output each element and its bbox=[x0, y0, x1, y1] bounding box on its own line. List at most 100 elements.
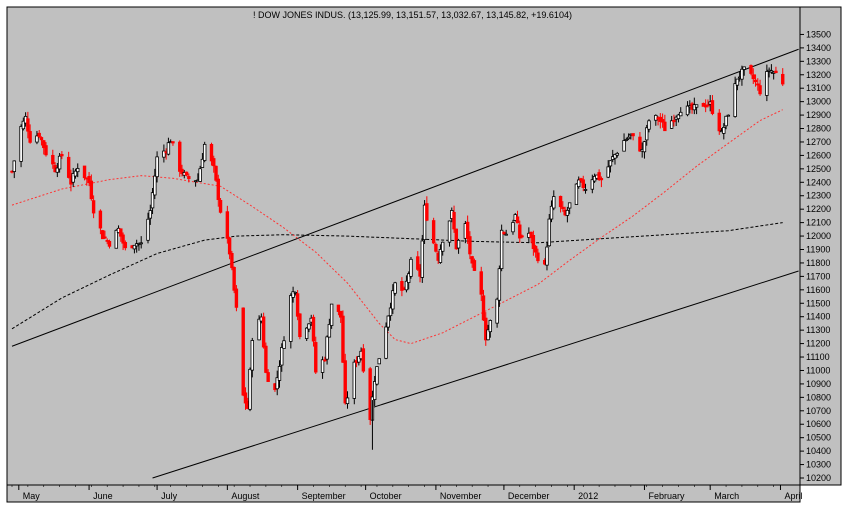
price-bar-body bbox=[325, 336, 329, 360]
price-bar bbox=[529, 231, 533, 244]
price-bar-body bbox=[202, 143, 207, 161]
x-tick-label: December bbox=[508, 491, 550, 501]
price-bar-body bbox=[121, 234, 125, 244]
price-bar bbox=[486, 324, 490, 341]
price-bar-body bbox=[552, 196, 556, 209]
price-bar-body bbox=[148, 210, 152, 219]
trendline-lower bbox=[152, 270, 799, 479]
price-bar-body bbox=[434, 243, 438, 252]
price-bar bbox=[345, 391, 350, 409]
price-bar bbox=[377, 358, 381, 365]
price-bar-body bbox=[518, 224, 522, 239]
price-bar bbox=[531, 230, 536, 256]
price-bar bbox=[230, 250, 234, 271]
price-bar-body bbox=[35, 135, 39, 143]
price-bar-body bbox=[71, 173, 75, 183]
price-bar bbox=[742, 66, 746, 76]
price-bar-body bbox=[400, 281, 404, 291]
price-bar bbox=[626, 133, 631, 141]
y-tick-label: 12600 bbox=[806, 150, 831, 160]
price-bar-body bbox=[230, 253, 234, 269]
price-bar-body bbox=[234, 288, 239, 308]
price-bar-body bbox=[298, 313, 302, 338]
price-bar bbox=[465, 215, 470, 244]
price-bar bbox=[216, 174, 220, 207]
price-bar bbox=[87, 172, 91, 187]
price-bar-body bbox=[368, 368, 372, 421]
price-bar-body bbox=[769, 70, 774, 73]
price-bar-body bbox=[561, 206, 565, 210]
x-tick-label: April bbox=[784, 491, 802, 501]
price-bar-body bbox=[304, 327, 309, 339]
price-bar-body bbox=[529, 231, 533, 239]
price-bar bbox=[452, 205, 456, 233]
moving-averages bbox=[11, 109, 783, 345]
price-bar bbox=[98, 209, 103, 235]
price-bar bbox=[781, 68, 785, 87]
price-bar-body bbox=[180, 168, 184, 174]
price-bar bbox=[227, 236, 232, 260]
price-bar-body bbox=[549, 205, 554, 220]
price-bar-body bbox=[277, 366, 282, 381]
y-tick-label: 11300 bbox=[806, 325, 830, 335]
price-bar bbox=[44, 142, 48, 157]
price-bar-body bbox=[44, 145, 48, 156]
price-bar bbox=[547, 213, 551, 247]
price-bar bbox=[282, 336, 286, 349]
price-bar bbox=[295, 290, 300, 321]
price-bar-body bbox=[105, 240, 109, 242]
price-bar bbox=[372, 375, 377, 406]
price-bar-body bbox=[393, 282, 397, 294]
price-bar-body bbox=[663, 121, 667, 132]
y-tick-label: 11600 bbox=[806, 285, 830, 295]
price-bar-body bbox=[472, 260, 477, 271]
price-bar-body bbox=[357, 356, 361, 363]
price-bar bbox=[100, 229, 105, 240]
price-bar bbox=[368, 366, 372, 425]
price-bar bbox=[76, 163, 80, 178]
price-bar-body bbox=[765, 71, 769, 96]
price-bar-body bbox=[756, 83, 760, 86]
price-bar-body bbox=[91, 200, 96, 214]
price-bar-body bbox=[314, 342, 318, 373]
price-bar bbox=[264, 342, 268, 374]
price-bar-body bbox=[565, 209, 570, 216]
price-bar bbox=[583, 183, 588, 194]
price-bar bbox=[298, 313, 302, 340]
price-bar bbox=[352, 359, 356, 405]
price-bar bbox=[561, 201, 565, 212]
price-bar-body bbox=[212, 158, 216, 167]
price-bar bbox=[12, 160, 16, 179]
x-tick-label: March bbox=[714, 491, 739, 501]
price-bar-body bbox=[275, 377, 279, 390]
trendline-upper bbox=[11, 48, 799, 347]
y-tick-label: 12100 bbox=[806, 218, 831, 228]
price-bar bbox=[549, 200, 554, 223]
price-bar bbox=[361, 344, 366, 373]
price-bar bbox=[749, 64, 753, 76]
price-bar-body bbox=[751, 74, 755, 80]
price-bar-body bbox=[250, 340, 254, 371]
price-bar bbox=[409, 256, 413, 279]
price-bar bbox=[187, 173, 191, 183]
price-bar bbox=[422, 200, 427, 245]
y-tick-label: 13300 bbox=[806, 56, 831, 66]
price-bar-body bbox=[39, 137, 44, 141]
price-bar bbox=[121, 232, 125, 251]
price-bar bbox=[153, 168, 157, 200]
price-bar bbox=[497, 265, 502, 307]
price-bar-body bbox=[375, 366, 379, 385]
y-tick-label: 12500 bbox=[806, 164, 831, 174]
y-tick-label: 12800 bbox=[806, 124, 831, 134]
y-tick-label: 11700 bbox=[806, 271, 830, 281]
price-bar bbox=[166, 137, 171, 156]
y-tick-label: 10600 bbox=[806, 419, 831, 429]
price-bar bbox=[266, 369, 270, 382]
price-bar-body bbox=[465, 221, 470, 239]
price-bar bbox=[558, 195, 563, 213]
price-bar-body bbox=[749, 65, 753, 74]
price-bar bbox=[420, 234, 425, 283]
y-tick-label: 12900 bbox=[806, 110, 831, 120]
price-bar bbox=[218, 198, 223, 214]
